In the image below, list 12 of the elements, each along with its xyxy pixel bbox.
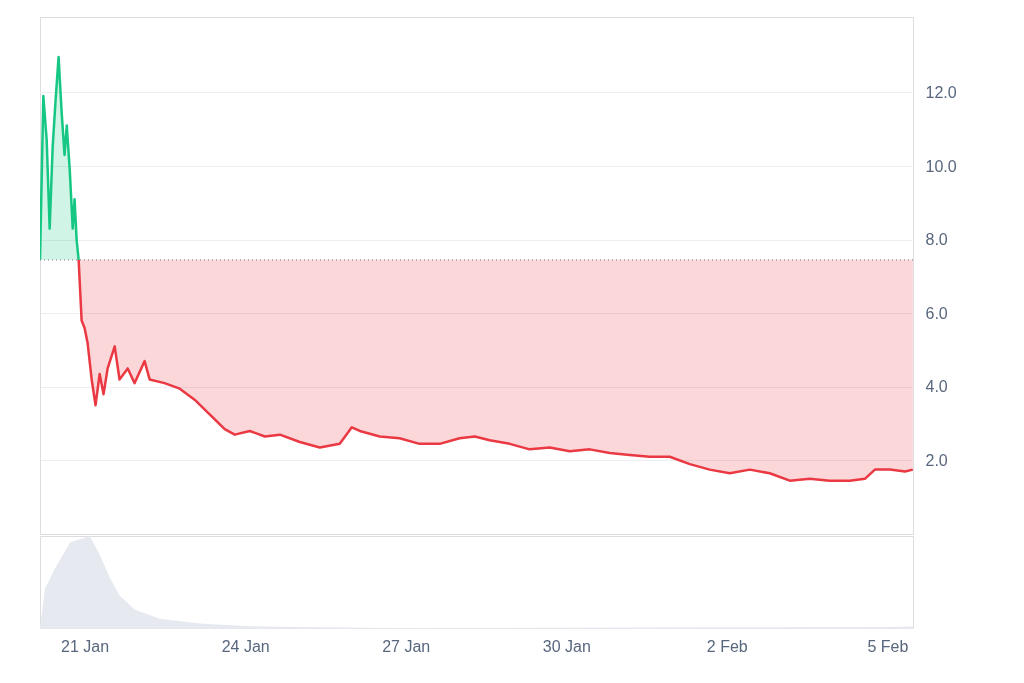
y-tick-label: 4.0 [925, 378, 948, 396]
y-tick-label: 8.0 [925, 231, 948, 249]
y-tick-label: 6.0 [925, 304, 948, 322]
x-tick-label: 30 Jan [542, 637, 591, 655]
x-tick-label: 21 Jan [61, 637, 110, 655]
y-tick-label: 2.0 [925, 451, 948, 469]
x-tick-label: 24 Jan [221, 637, 270, 655]
x-tick-label: 5 Feb [867, 637, 909, 655]
y-tick-label: 10.0 [925, 157, 957, 175]
y-tick-label: 12.0 [925, 83, 957, 101]
x-tick-label: 2 Feb [706, 637, 748, 655]
x-tick-label: 27 Jan [382, 637, 431, 655]
